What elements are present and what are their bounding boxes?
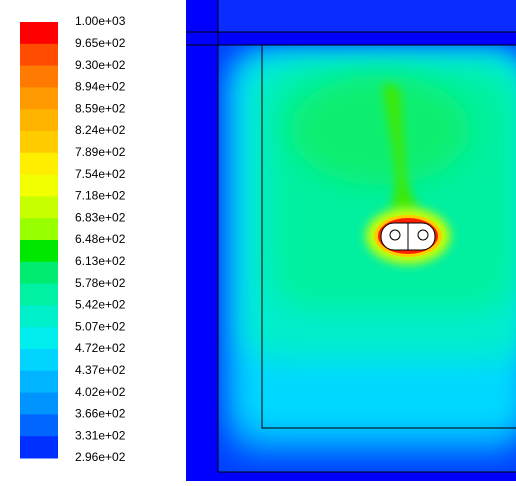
legend-swatch [20, 392, 58, 415]
legend-label: 4.37e+02 [75, 363, 126, 377]
legend-swatch [20, 305, 58, 328]
legend-label: 6.48e+02 [75, 232, 126, 246]
legend-label: 7.89e+02 [75, 145, 126, 159]
legend-swatch [20, 218, 58, 241]
legend-swatch [20, 196, 58, 219]
legend-swatch [20, 65, 58, 88]
legend-swatch [20, 261, 58, 285]
legend-label: 7.18e+02 [75, 189, 126, 203]
legend-label: 1.00e+03 [75, 14, 126, 28]
legend-label: 2.96e+02 [75, 450, 126, 464]
legend-label: 7.54e+02 [75, 167, 126, 181]
legend-swatch [20, 22, 58, 45]
contour-field [186, 0, 516, 481]
legend-swatch [20, 436, 58, 459]
legend-label: 8.59e+02 [75, 101, 126, 115]
legend-swatch [20, 327, 58, 350]
legend-label: 9.30e+02 [75, 58, 126, 72]
legend-label: 5.78e+02 [75, 276, 126, 290]
legend-swatch [20, 43, 58, 67]
legend-swatch [20, 240, 58, 263]
legend-swatch [20, 109, 58, 132]
legend-label: 6.13e+02 [75, 254, 126, 268]
legend-label: 6.83e+02 [75, 210, 126, 224]
legend-label: 3.31e+02 [75, 428, 126, 442]
legend-swatch [20, 370, 58, 394]
legend-label: 3.66e+02 [75, 407, 126, 421]
legend-label: 8.94e+02 [75, 80, 126, 94]
legend-label: 9.65e+02 [75, 36, 126, 50]
legend-swatch [20, 349, 58, 372]
legend-swatch [20, 87, 58, 110]
legend-label: 5.42e+02 [75, 298, 126, 312]
legend-label: 4.72e+02 [75, 341, 126, 355]
legend-label: 4.02e+02 [75, 385, 126, 399]
legend-swatch [20, 414, 58, 437]
legend-swatch [20, 283, 58, 306]
legend-swatch [20, 131, 58, 154]
legend-swatch [20, 174, 58, 197]
legend-swatch [20, 152, 58, 176]
legend-label: 8.24e+02 [75, 123, 126, 137]
legend-label: 5.07e+02 [75, 319, 126, 333]
